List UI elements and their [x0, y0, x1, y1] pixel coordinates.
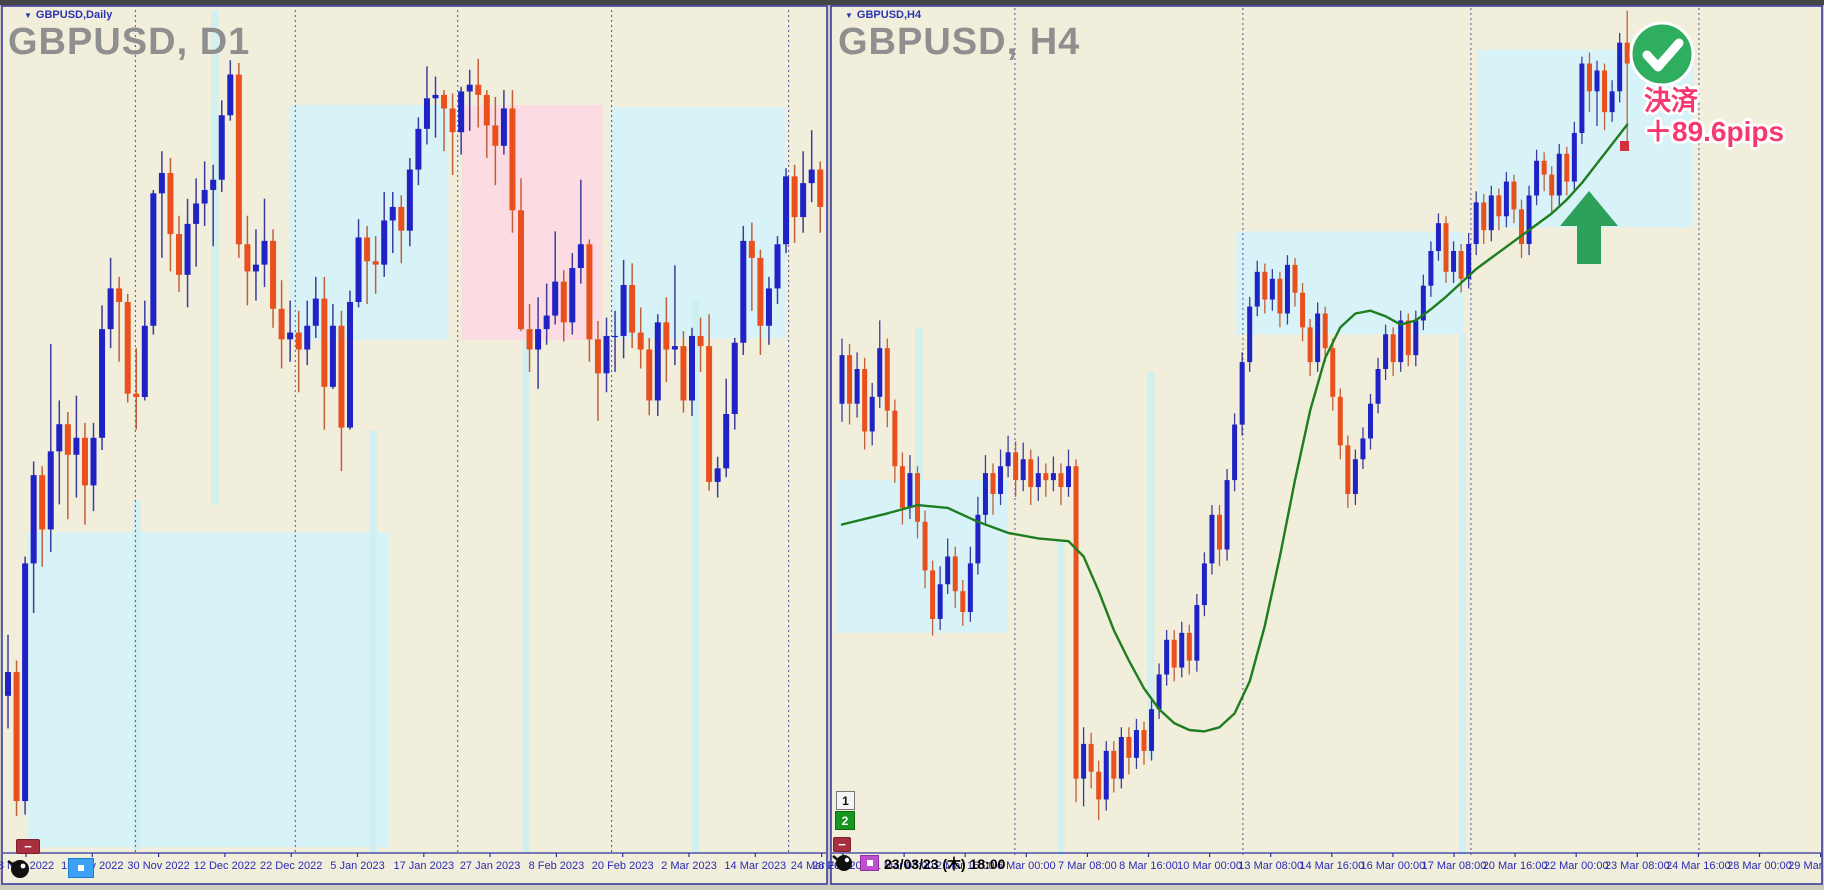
axis-label: 17 Mar 08:00 — [1421, 860, 1487, 872]
chart-dropdown-icon[interactable]: ▼ — [24, 10, 32, 20]
axis-label: 16 Mar 00:00 — [1360, 860, 1426, 872]
axis-label: 12 Dec 2022 — [193, 860, 257, 872]
axis-label: 30 Nov 2022 — [127, 860, 190, 872]
axis-label: 17 Jan 2023 — [393, 860, 455, 872]
axis-label: 14 Mar 16:00 — [1299, 860, 1365, 872]
trade-result-pips: ＋89.6pips — [1644, 116, 1785, 148]
panel-button-2[interactable]: 2 — [835, 811, 855, 830]
watermark-left: GBPUSD, D1 — [8, 21, 251, 63]
tab-gbpusd-h4[interactable]: ▼ GBPUSD,H4 — [845, 9, 921, 21]
candles-group — [5, 58, 824, 817]
entry-arrow-icon — [1560, 191, 1618, 264]
axis-label: 28 Mar 00:00 — [1727, 860, 1792, 872]
axis-label: 27 Jan 2023 — [459, 860, 521, 872]
axis-label: 24 Mar 16:00 — [1665, 860, 1731, 872]
plot-area — [835, 8, 1700, 855]
axis-label: 8 Feb 2023 — [528, 860, 585, 872]
trade-result-label: 決済 — [1644, 86, 1698, 116]
axis-label: 5 Jan 2023 — [330, 860, 385, 872]
axis-label: 13 Mar 08:00 — [1238, 860, 1304, 872]
chart-dropdown-icon[interactable]: ▼ — [845, 10, 853, 20]
watermark-right: GBPUSD, H4 — [838, 21, 1081, 63]
candles-group — [839, 10, 1630, 821]
axis-label: 8 Mar 16:00 — [1119, 860, 1178, 872]
axis-label: 2 Mar 16:00 — [935, 860, 995, 872]
indicator-square-magenta-icon — [860, 855, 879, 871]
collapse-button-right[interactable]: − — [833, 837, 851, 852]
axis-label: 22 Mar 00:00 — [1543, 860, 1609, 872]
collapse-button-left[interactable]: − — [16, 839, 40, 854]
symbol-marker-icon — [4, 857, 34, 879]
axis-label: 14 Mar 2023 — [724, 860, 787, 872]
axis-label: 20 Mar 16:00 — [1482, 860, 1548, 872]
trade-success-check-icon — [1629, 21, 1695, 92]
moving-average-line — [840, 123, 1629, 733]
axis-label: 22 Dec 2022 — [259, 860, 323, 872]
current-time-label: 23/03/23 (木) 18:00 — [884, 856, 1006, 872]
axis-label: 23 Mar 08:00 — [1604, 860, 1670, 872]
axis-label: 7 Mar 08:00 — [1058, 860, 1117, 872]
axis-label: 6 Mar 00:00 — [996, 860, 1056, 872]
tab-label: GBPUSD,H4 — [856, 9, 922, 21]
axis-label: 10 Mar 00:00 — [1177, 860, 1243, 872]
axis-label: 2 Mar 2023 — [661, 860, 717, 872]
axis-label: 29 Mar 08:00 — [1788, 860, 1824, 872]
panel-button-1[interactable]: 1 — [836, 791, 855, 810]
plot-area — [5, 10, 824, 853]
axis-label: 20 Feb 2023 — [591, 860, 654, 872]
trade-result-note: 決済 ＋89.6pips — [1644, 86, 1784, 148]
indicator-square-blue-icon — [68, 858, 94, 878]
axis-label: 1 Mar 08:00 — [874, 860, 934, 872]
tab-label: GBPUSD,Daily — [35, 9, 113, 21]
symbol-marker-icon — [829, 854, 859, 872]
tab-gbpusd-daily[interactable]: ▼ GBPUSD,Daily — [24, 9, 112, 21]
